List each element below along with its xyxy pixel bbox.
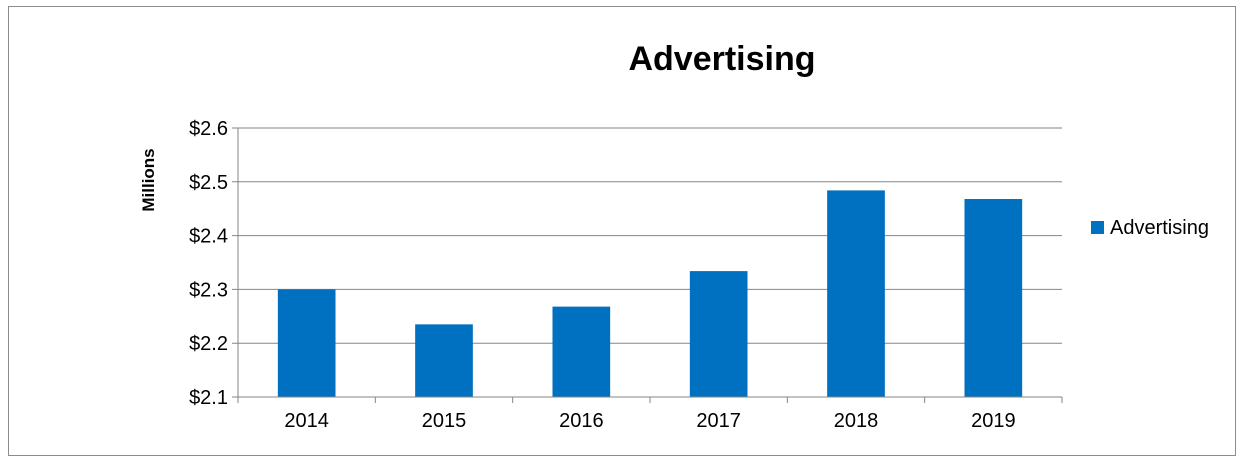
x-tick-label: 2016	[559, 410, 604, 432]
legend-label: Advertising	[1110, 217, 1209, 239]
legend-swatch	[1091, 221, 1104, 234]
x-tick-label: 2018	[834, 410, 879, 432]
x-tick-label: 2019	[971, 410, 1016, 432]
y-tick-label: $2.1	[189, 387, 228, 409]
bars	[277, 190, 1023, 397]
bar-2017	[689, 271, 748, 397]
x-tick-label: 2015	[422, 410, 467, 432]
chart-title: Advertising	[628, 40, 815, 78]
y-tick-label: $2.5	[189, 172, 228, 194]
y-axis-title: Millions	[139, 148, 158, 211]
y-tick-label: $2.3	[189, 279, 228, 301]
bar-2018	[827, 190, 885, 397]
bar-2016	[552, 306, 611, 397]
axes: $2.1 $2.2 $2.3 $2.4 $2.5 $2.6 2014 2015 2016 2017…	[189, 118, 1063, 432]
y-tick-label: $2.2	[189, 333, 228, 355]
bar-2019	[964, 199, 1023, 397]
x-tick-label: 2014	[284, 410, 329, 432]
gridlines	[232, 127, 1062, 398]
chart-frame	[8, 6, 1236, 456]
bar-2015	[415, 324, 473, 397]
y-tick-label: $2.6	[189, 118, 228, 140]
y-tick-label: $2.4	[189, 226, 228, 248]
bar-2014	[277, 289, 336, 397]
legend: Advertising	[1091, 217, 1209, 239]
x-tick-label: 2017	[696, 410, 741, 432]
